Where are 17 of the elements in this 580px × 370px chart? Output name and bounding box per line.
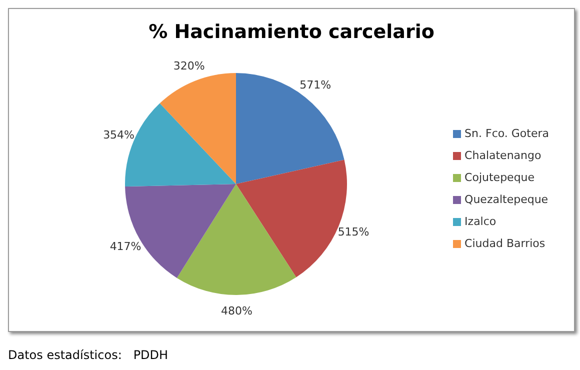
legend-label: Quezaltepeque: [464, 193, 548, 206]
pie-slice: [176, 184, 296, 295]
pie-slice: [236, 73, 344, 184]
legend-label: Ciudad Barrios: [464, 237, 546, 250]
chart-title: % Hacinamiento carcelario: [148, 21, 436, 45]
legend-label: Izalco: [464, 215, 496, 228]
legend-label: Sn. Fco. Gotera: [464, 127, 549, 140]
legend-label: Chalatenango: [464, 149, 542, 162]
data-label: 515%: [338, 226, 370, 239]
data-label: 417%: [110, 240, 142, 254]
data-label: 354%: [103, 128, 135, 142]
pie-slice: [160, 73, 236, 184]
legend-label: Cojutepeque: [464, 171, 535, 184]
data-label: 480%: [221, 304, 252, 318]
text: Datos estadísticos: PDDH: [8, 348, 170, 362]
data-label: 320%: [173, 59, 205, 72]
data-label: 571%: [300, 78, 332, 92]
